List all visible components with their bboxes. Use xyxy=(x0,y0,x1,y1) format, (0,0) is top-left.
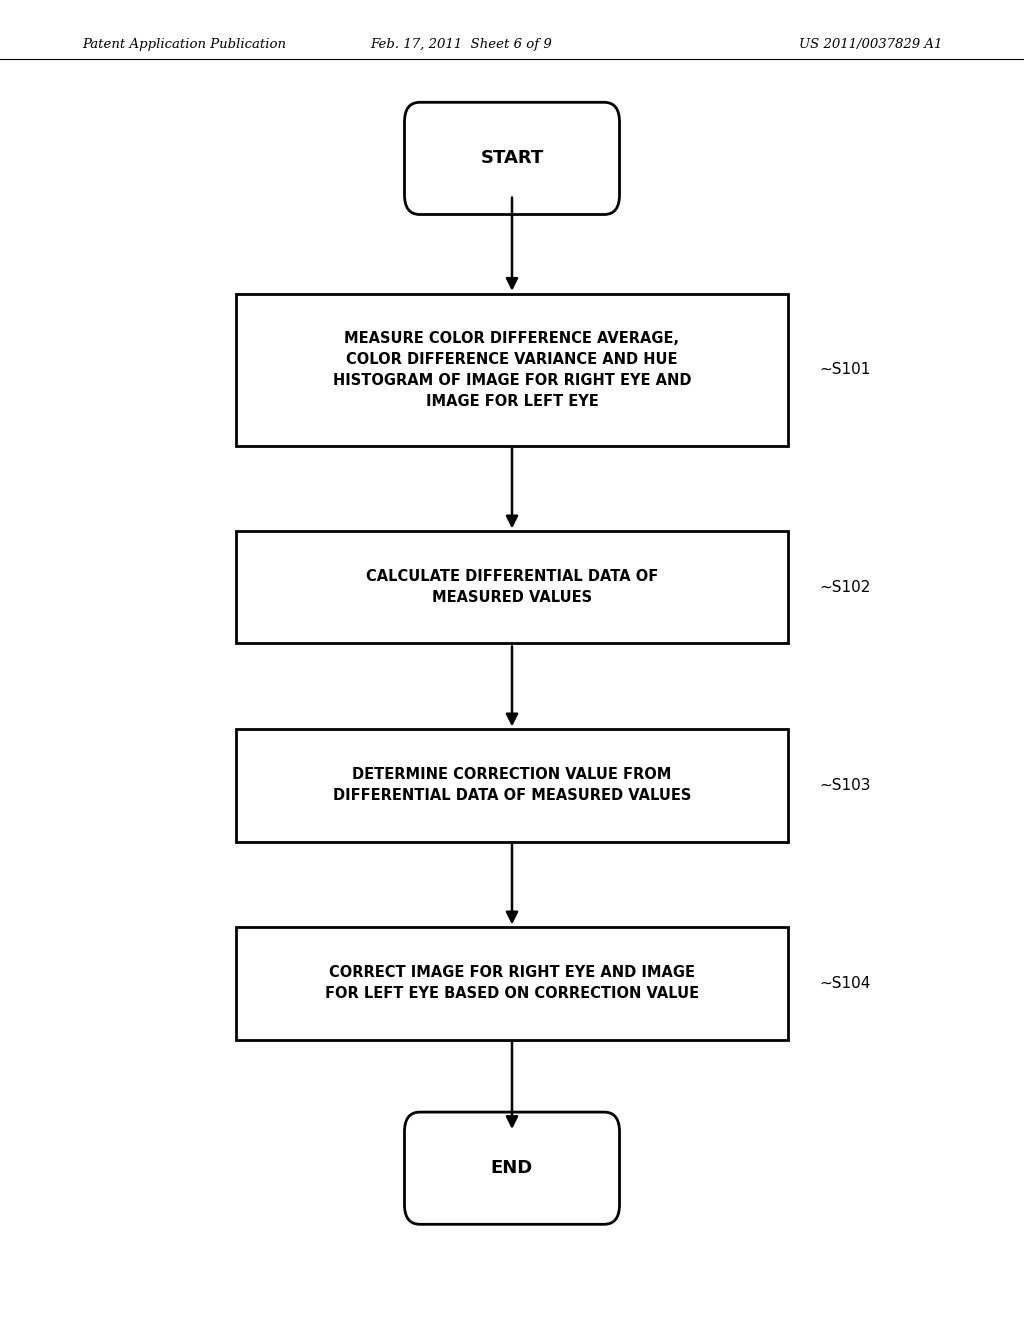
Text: DETERMINE CORRECTION VALUE FROM
DIFFERENTIAL DATA OF MEASURED VALUES: DETERMINE CORRECTION VALUE FROM DIFFEREN… xyxy=(333,767,691,804)
Text: MEASURE COLOR DIFFERENCE AVERAGE,
COLOR DIFFERENCE VARIANCE AND HUE
HISTOGRAM OF: MEASURE COLOR DIFFERENCE AVERAGE, COLOR … xyxy=(333,330,691,409)
Text: ~S101: ~S101 xyxy=(819,362,870,378)
Text: US 2011/0037829 A1: US 2011/0037829 A1 xyxy=(799,38,942,51)
Text: Patent Application Publication: Patent Application Publication xyxy=(82,38,286,51)
Text: ~S102: ~S102 xyxy=(819,579,870,595)
FancyBboxPatch shape xyxy=(404,103,620,214)
FancyBboxPatch shape xyxy=(236,294,788,446)
Text: CALCULATE DIFFERENTIAL DATA OF
MEASURED VALUES: CALCULATE DIFFERENTIAL DATA OF MEASURED … xyxy=(366,569,658,606)
Text: Feb. 17, 2011  Sheet 6 of 9: Feb. 17, 2011 Sheet 6 of 9 xyxy=(370,38,552,51)
FancyBboxPatch shape xyxy=(404,1111,620,1225)
FancyBboxPatch shape xyxy=(236,531,788,643)
Text: ~S103: ~S103 xyxy=(819,777,870,793)
Text: ~S104: ~S104 xyxy=(819,975,870,991)
Text: FIG. 6: FIG. 6 xyxy=(462,124,562,153)
Text: START: START xyxy=(480,149,544,168)
FancyBboxPatch shape xyxy=(236,729,788,842)
Text: CORRECT IMAGE FOR RIGHT EYE AND IMAGE
FOR LEFT EYE BASED ON CORRECTION VALUE: CORRECT IMAGE FOR RIGHT EYE AND IMAGE FO… xyxy=(325,965,699,1002)
Text: END: END xyxy=(490,1159,534,1177)
FancyBboxPatch shape xyxy=(236,927,788,1040)
